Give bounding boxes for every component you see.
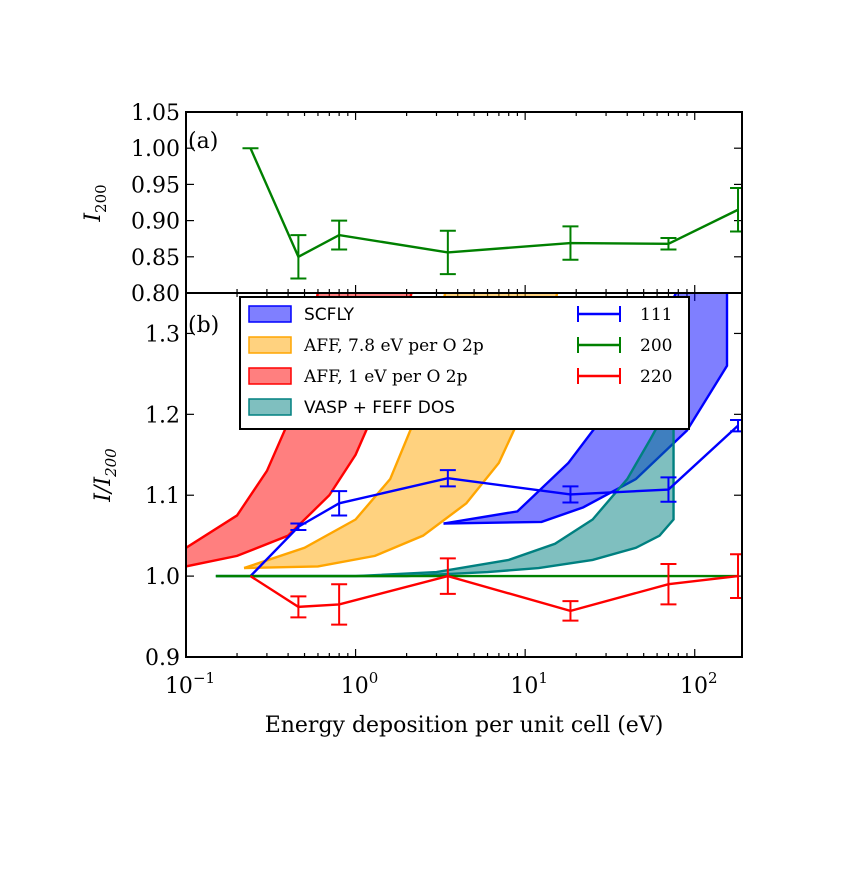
y-tick-label: 0.85: [131, 246, 180, 271]
legend: SCFLY AFF, 7.8 eV per O 2p AFF, 1 eV per O…: [239, 296, 690, 430]
x-tick-label: 102: [680, 669, 718, 699]
y-tick-label: 1.2: [145, 403, 180, 428]
panel-b-y-axis-title: I/I200: [91, 448, 120, 503]
legend-label: 200: [640, 336, 672, 356]
panel-a-tag: (a): [188, 129, 218, 154]
panel-a-frame: [185, 111, 743, 294]
legend-label: VASP + FEFF DOS: [304, 398, 455, 418]
y-tick-label: 1.0: [145, 565, 180, 590]
legend-label: 111: [640, 305, 672, 325]
y-tick-label: 0.95: [131, 173, 180, 198]
legend-swatch: [248, 398, 292, 416]
y-tick-label: 0.90: [131, 210, 180, 235]
panel-a-series-line: [249, 147, 739, 259]
legend-swatch: [248, 336, 292, 354]
legend-swatch: [248, 367, 292, 385]
panel-a-plot-area: [242, 147, 742, 280]
legend-swatch: [248, 305, 292, 323]
x-tick-label: 10−1: [165, 669, 215, 699]
legend-label: AFF, 1 eV per O 2p: [303, 367, 468, 387]
y-tick-label: 1.1: [145, 484, 180, 509]
panel-b-series-line-220: [249, 574, 739, 613]
panel-a: 0.80 0.85 0.90 0.95 1.00 1.05 (a) I200: [81, 101, 743, 307]
x-tick-label: 101: [510, 669, 548, 699]
x-tick-label: 100: [341, 669, 379, 699]
panel-b-frame: [185, 292, 743, 658]
legend-frame: [239, 296, 690, 430]
legend-label: SCFLY: [304, 305, 355, 325]
y-tick-label: 1.3: [145, 322, 180, 347]
x-axis-title: Energy deposition per unit cell (eV): [265, 713, 664, 738]
y-tick-label: 1.05: [131, 101, 180, 126]
y-tick-label: 1.00: [131, 137, 180, 162]
panel-b-tag: (b): [188, 313, 219, 338]
panel-b: 0.91.01.11.21.310−1 100 101 102 (b) I/I200 …: [91, 292, 743, 738]
y-tick-label: 0.80: [131, 282, 180, 307]
legend-label: AFF, 7.8 eV per O 2p: [303, 336, 484, 356]
panel-a-ticks: 0.80 0.85 0.90 0.95 1.00 1.05: [131, 101, 742, 307]
panel-a-y-axis-title: I200: [81, 184, 110, 222]
y-tick-label: 0.9: [145, 646, 180, 671]
band-edge-lower: [215, 398, 675, 578]
legend-label: 220: [640, 367, 672, 387]
